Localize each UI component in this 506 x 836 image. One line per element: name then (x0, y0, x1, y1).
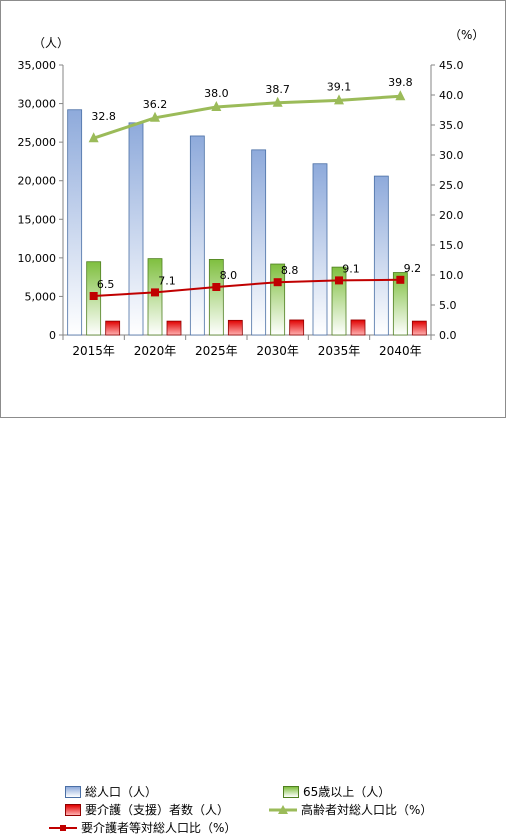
legend-item-total-population: 総人口（人） (65, 783, 157, 800)
data-label-care-ratio: 8.0 (220, 269, 238, 282)
x-tick-label: 2020年 (134, 344, 177, 358)
point-elderly-ratio (334, 94, 344, 105)
bar-care-count (227, 319, 243, 336)
point-care-ratio (273, 278, 282, 287)
data-label-elderly-ratio: 38.7 (265, 83, 290, 96)
legend-label: 高齢者対総人口比（%） (301, 803, 433, 817)
data-label-care-ratio: 9.1 (342, 262, 360, 275)
right-tick-label: 5.0 (439, 299, 457, 312)
line-elderly-ratio (93, 94, 401, 140)
data-label-care-ratio: 6.5 (97, 278, 115, 291)
point-care-ratio (89, 292, 98, 300)
left-tick-label: 35,000 (18, 59, 57, 72)
bar-total-population (67, 109, 83, 336)
bar-65-plus (208, 258, 224, 336)
legend-label: 総人口（人） (85, 785, 158, 799)
right-tick-label: 25.0 (439, 179, 464, 192)
point-elderly-ratio (150, 111, 160, 122)
left-tick-label: 25,000 (18, 136, 57, 149)
bar-care-count (350, 319, 366, 336)
right-tick-label: 0.0 (439, 329, 457, 342)
legend-line-red (49, 824, 77, 831)
legend-item-65-plus: 65歳以上（人） (283, 783, 390, 800)
right-tick-label: 40.0 (439, 89, 464, 102)
bar-total-population (312, 163, 328, 336)
bar-65-plus (147, 258, 163, 336)
legend-label: 要介護（支援）者数（人） (85, 803, 230, 817)
legend-swatch-red (65, 803, 81, 816)
bar-care-count (289, 319, 305, 336)
x-tick-label: 2025年 (195, 344, 238, 358)
bar-care-count (105, 320, 121, 336)
right-tick-label: 15.0 (439, 239, 464, 252)
point-elderly-ratio (211, 101, 222, 111)
bar-total-population (128, 122, 144, 336)
legend-line-green (269, 804, 297, 814)
left-tick-label: 20,000 (18, 175, 57, 188)
bar-total-population (251, 149, 267, 336)
data-label-elderly-ratio: 39.1 (327, 80, 352, 93)
line-care-ratio (93, 278, 401, 297)
point-elderly-ratio (395, 90, 406, 101)
data-label-care-ratio: 9.2 (404, 262, 422, 275)
x-tick-label: 2015年 (72, 344, 115, 358)
point-care-ratio (335, 276, 343, 285)
bar-total-population (373, 175, 389, 336)
legend-item-care-count: 要介護（支援）者数（人） (65, 801, 229, 818)
x-tick-label: 2035年 (318, 344, 361, 358)
left-tick-label: 30,000 (18, 98, 57, 111)
right-axis-unit: （%） (449, 28, 484, 42)
left-tick-label: 15,000 (18, 213, 57, 226)
bar-65-plus (392, 272, 408, 336)
right-tick-label: 45.0 (439, 59, 464, 72)
point-elderly-ratio (272, 96, 283, 107)
point-care-ratio (396, 275, 405, 284)
data-label-elderly-ratio: 36.2 (143, 98, 168, 111)
right-tick-label: 10.0 (439, 269, 464, 282)
right-tick-label: 35.0 (439, 119, 464, 132)
legend-label: 要介護者等対総人口比（%） (81, 821, 237, 835)
point-elderly-ratio (88, 132, 99, 143)
bar-care-count (411, 320, 427, 336)
left-tick-label: 0 (49, 329, 56, 342)
left-tick-label: 5,000 (25, 290, 57, 303)
legend-swatch-blue (65, 785, 81, 798)
data-label-care-ratio: 8.8 (281, 264, 299, 277)
bar-care-count (166, 320, 182, 336)
left-tick-label: 10,000 (18, 252, 57, 265)
x-tick-label: 2040年 (379, 344, 422, 358)
point-care-ratio (212, 283, 221, 291)
legend-swatch-green (283, 785, 299, 798)
point-care-ratio (151, 288, 159, 297)
legend-item-care-ratio: 要介護者等対総人口比（%） (49, 819, 236, 836)
left-axis-unit: （人） (33, 36, 69, 50)
legend-label: 65歳以上（人） (303, 785, 391, 799)
legend-item-elderly-ratio: 高齢者対総人口比（%） (269, 801, 432, 818)
data-label-elderly-ratio: 39.8 (388, 76, 413, 89)
data-label-elderly-ratio: 38.0 (204, 87, 229, 100)
right-tick-label: 30.0 (439, 149, 464, 162)
bar-total-population (189, 135, 205, 336)
chart-svg: 0 5,000 10,000 15,000 20,000 25,000 30,000 35,0… (18, 28, 485, 358)
data-label-elderly-ratio: 32.8 (91, 110, 116, 123)
right-tick-label: 20.0 (439, 209, 464, 222)
data-label-care-ratio: 7.1 (158, 274, 176, 287)
x-tick-label: 2030年 (256, 344, 299, 358)
